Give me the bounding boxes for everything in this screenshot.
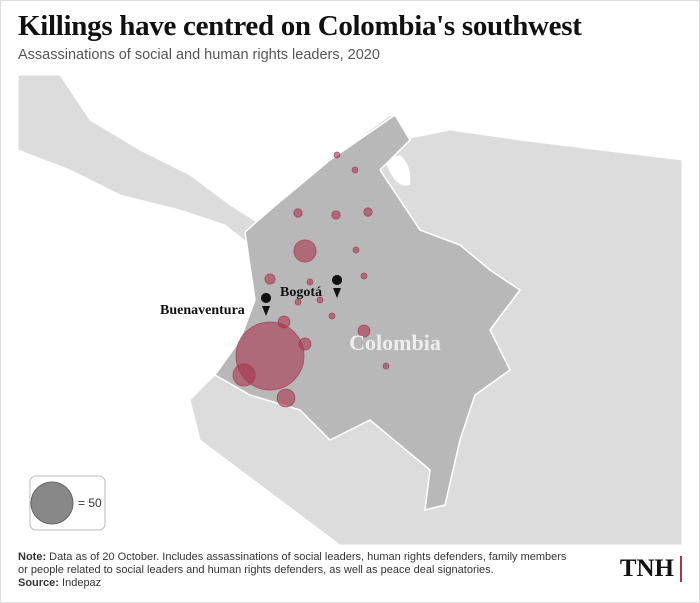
country-label: Colombia — [349, 330, 441, 355]
source: Indepaz — [62, 577, 102, 589]
colombia — [213, 113, 522, 511]
bubble — [328, 312, 336, 320]
subtitle: Assassinations of social and human right… — [18, 47, 380, 63]
note: Data as of 20 October. Includes assassin… — [18, 551, 567, 576]
bubble — [264, 273, 276, 285]
footer: Note: Data as of 20 October. Includes as… — [18, 551, 578, 590]
bubble — [306, 278, 314, 286]
bubble — [331, 210, 341, 220]
bubble — [277, 315, 291, 329]
bubble — [294, 298, 302, 306]
bubble — [293, 208, 303, 218]
bubble — [232, 363, 256, 387]
bubble — [333, 151, 341, 159]
bubble — [357, 324, 371, 338]
pin — [261, 293, 272, 316]
bubbles — [232, 151, 390, 408]
bubble — [276, 388, 296, 408]
bubble — [316, 296, 324, 304]
bubble — [382, 362, 390, 370]
bubble — [351, 166, 359, 174]
legend-circle — [30, 481, 74, 525]
bubble — [363, 207, 373, 217]
bubble — [293, 239, 317, 263]
note-label: Note: — [18, 551, 47, 563]
bubble — [298, 337, 312, 351]
basemap — [18, 75, 682, 545]
lake — [385, 155, 411, 186]
legend — [30, 481, 74, 525]
legend-label: = 50 — [78, 496, 102, 510]
logo: TNH — [620, 556, 682, 582]
source-label: Source: — [18, 577, 59, 589]
place-label: Bogotá — [280, 285, 322, 300]
map: Colombia Bogotá Buenaventura = 50 — [18, 75, 682, 545]
place-label: Buenaventura — [160, 303, 245, 318]
pin — [332, 275, 343, 298]
bubble — [352, 246, 360, 254]
title: Killings have centred on Colombia's sout… — [18, 10, 582, 42]
bubble — [360, 272, 368, 280]
